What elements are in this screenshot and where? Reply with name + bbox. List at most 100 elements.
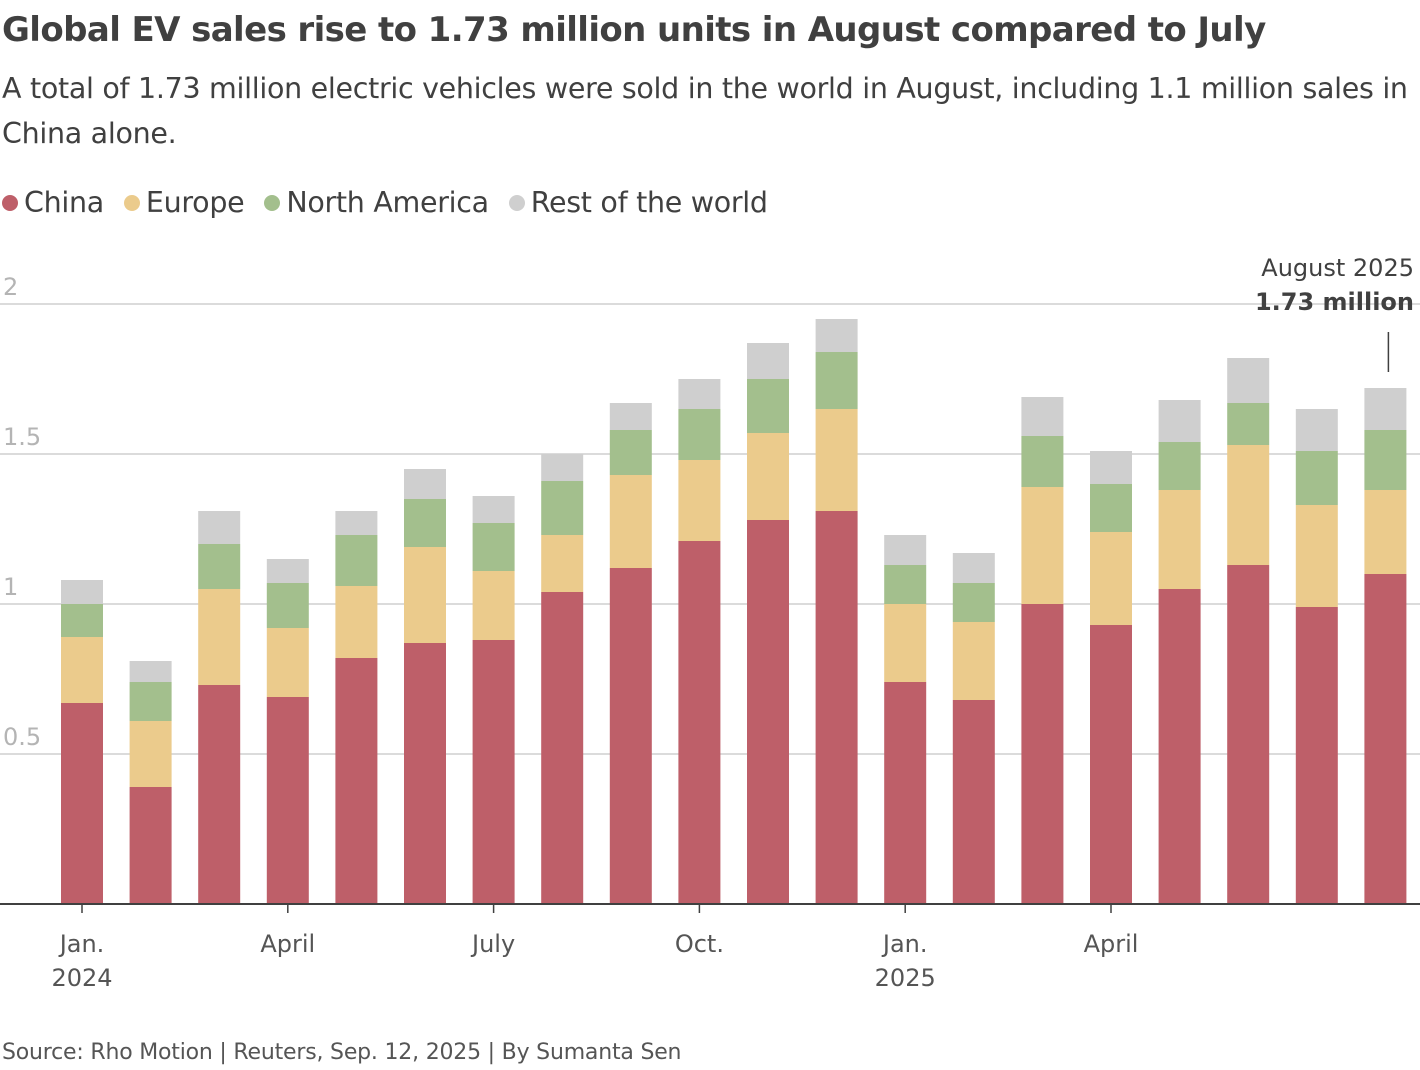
bar-europe-feb-2024: [129, 721, 172, 787]
bar-europe-mar-2025: [1021, 487, 1064, 604]
bar-north-america-feb-2025: [952, 583, 995, 622]
bar-europe-sep-2024: [609, 475, 652, 568]
legend-swatch-europe: [123, 194, 140, 211]
bar-rest-of-the-world-jun-2025: [1227, 358, 1270, 403]
legend-item-north-america: North America: [264, 186, 489, 219]
bar-rest-of-the-world-nov-2024: [747, 343, 789, 379]
bar-north-america-nov-2024: [747, 379, 789, 433]
x-tick-label: Oct.: [675, 930, 724, 958]
bar-rest-of-the-world-jun-2024: [404, 469, 446, 499]
bar-europe-apr-2025: [1090, 532, 1132, 625]
legend-label-china: China: [24, 186, 104, 219]
bar-china-aug-2024: [541, 592, 584, 904]
bar-north-america-dec-2024: [815, 352, 858, 409]
bar-rest-of-the-world-feb-2024: [129, 661, 172, 682]
bar-europe-jan-2025: [884, 604, 927, 682]
x-tick-label: April: [1084, 930, 1139, 958]
bar-rest-of-the-world-apr-2024: [266, 559, 309, 583]
x-tick-label: Jan.: [881, 930, 928, 958]
y-tick-label: 0.5: [3, 723, 41, 751]
legend-item-china: China: [2, 186, 104, 219]
bar-europe-jun-2024: [404, 547, 446, 643]
bar-north-america-may-2025: [1158, 442, 1201, 490]
bar-china-may-2024: [335, 658, 378, 904]
legend-item-rest-of-world: Rest of the world: [508, 186, 768, 219]
bar-north-america-jul-2025: [1295, 451, 1338, 505]
bar-china-apr-2024: [266, 697, 309, 904]
bar-rest-of-the-world-mar-2024: [198, 511, 241, 544]
bar-china-dec-2024: [815, 511, 858, 904]
bar-europe-jul-2025: [1295, 505, 1338, 607]
bar-china-jan-2024: [61, 703, 103, 904]
legend-swatch-north-america: [264, 194, 281, 211]
y-axis-ticks: 0.5 1 1.5 2: [3, 273, 41, 751]
x-tick-label: April: [260, 930, 315, 958]
bar-china-may-2025: [1158, 589, 1201, 904]
legend-label-europe: Europe: [145, 186, 245, 219]
chart-title: Global EV sales rise to 1.73 million uni…: [2, 10, 1266, 50]
bar-europe-mar-2024: [198, 589, 241, 685]
legend: China Europe North America Rest of the w…: [2, 186, 788, 219]
chart-subtitle: A total of 1.73 million electric vehicle…: [2, 72, 1408, 150]
bars: [0, 319, 1420, 905]
legend-swatch-rest-of-world: [508, 194, 525, 211]
annotation-value: 1.73 million: [1255, 288, 1414, 316]
bar-north-america-feb-2024: [129, 682, 172, 721]
bar-china-sep-2024: [609, 568, 652, 904]
bar-rest-of-the-world-jul-2025: [1295, 409, 1338, 451]
bar-rest-of-the-world-jul-2024: [472, 496, 515, 523]
bar-europe-may-2025: [1158, 490, 1201, 589]
bar-europe-jul-2024: [472, 571, 515, 640]
legend-swatch-china: [2, 194, 18, 211]
x-axis-ticks: Jan. 2024 April July Oct. Jan. 2025 April: [51, 904, 1138, 992]
bar-north-america-jun-2025: [1227, 403, 1270, 445]
bar-china-feb-2025: [952, 700, 995, 904]
bar-rest-of-the-world-may-2024: [335, 511, 378, 535]
source-note: Source: Rho Motion | Reuters, Sep. 12, 2…: [2, 1040, 682, 1065]
bar-rest-of-the-world-dec-2024: [815, 319, 858, 352]
bar-north-america-may-2024: [335, 535, 378, 586]
bar-china-jan-2025: [884, 682, 927, 904]
bar-china-feb-2024: [129, 787, 172, 904]
bar-north-america-jun-2024: [404, 499, 446, 547]
bar-europe-apr-2024: [266, 628, 309, 697]
legend-label-rest-of-world: Rest of the world: [530, 186, 768, 219]
y-tick-label: 1: [3, 573, 18, 601]
bar-china-jun-2025: [1227, 565, 1270, 904]
bar-rest-of-the-world-aug-2025: [1364, 388, 1407, 430]
bar-china-nov-2024: [747, 520, 789, 904]
bar-europe-jun-2025: [1227, 445, 1270, 565]
annotation-label: August 2025: [1261, 254, 1414, 282]
x-tick-label: 2024: [51, 964, 112, 992]
bar-europe-feb-2025: [952, 622, 995, 700]
bar-north-america-mar-2025: [1021, 436, 1064, 487]
legend-item-europe: Europe: [123, 186, 245, 219]
bar-rest-of-the-world-may-2025: [1158, 400, 1201, 442]
x-tick-label: July: [470, 930, 515, 958]
y-tick-label: 2: [3, 273, 18, 301]
bar-north-america-mar-2024: [198, 544, 241, 589]
bar-china-jul-2024: [472, 640, 515, 904]
bar-north-america-aug-2024: [541, 481, 584, 535]
bar-north-america-apr-2025: [1090, 484, 1132, 532]
bar-rest-of-the-world-jan-2025: [884, 535, 927, 565]
bar-north-america-oct-2024: [678, 409, 721, 460]
bar-china-mar-2024: [198, 685, 241, 904]
bar-north-america-jan-2025: [884, 565, 927, 604]
bar-north-america-sep-2024: [609, 430, 652, 475]
x-tick-label: Jan.: [58, 930, 105, 958]
bar-china-apr-2025: [1090, 625, 1132, 904]
bar-china-jul-2025: [1295, 607, 1338, 904]
bar-europe-aug-2025: [1364, 490, 1407, 574]
stacked-bar-chart: 0.5 1 1.5 2 Jan. 2024 April July Oct. Jan. 2025 Ap…: [0, 254, 1420, 992]
bar-europe-dec-2024: [815, 409, 858, 511]
bar-north-america-aug-2025: [1364, 430, 1407, 490]
bar-europe-nov-2024: [747, 433, 789, 520]
bar-europe-oct-2024: [678, 460, 721, 541]
bar-north-america-apr-2024: [266, 583, 309, 628]
legend-label-north-america: North America: [286, 186, 489, 219]
bar-china-oct-2024: [678, 541, 721, 904]
bar-rest-of-the-world-apr-2025: [1090, 451, 1132, 484]
bar-europe-aug-2024: [541, 535, 584, 592]
bar-china-jun-2024: [404, 643, 446, 904]
